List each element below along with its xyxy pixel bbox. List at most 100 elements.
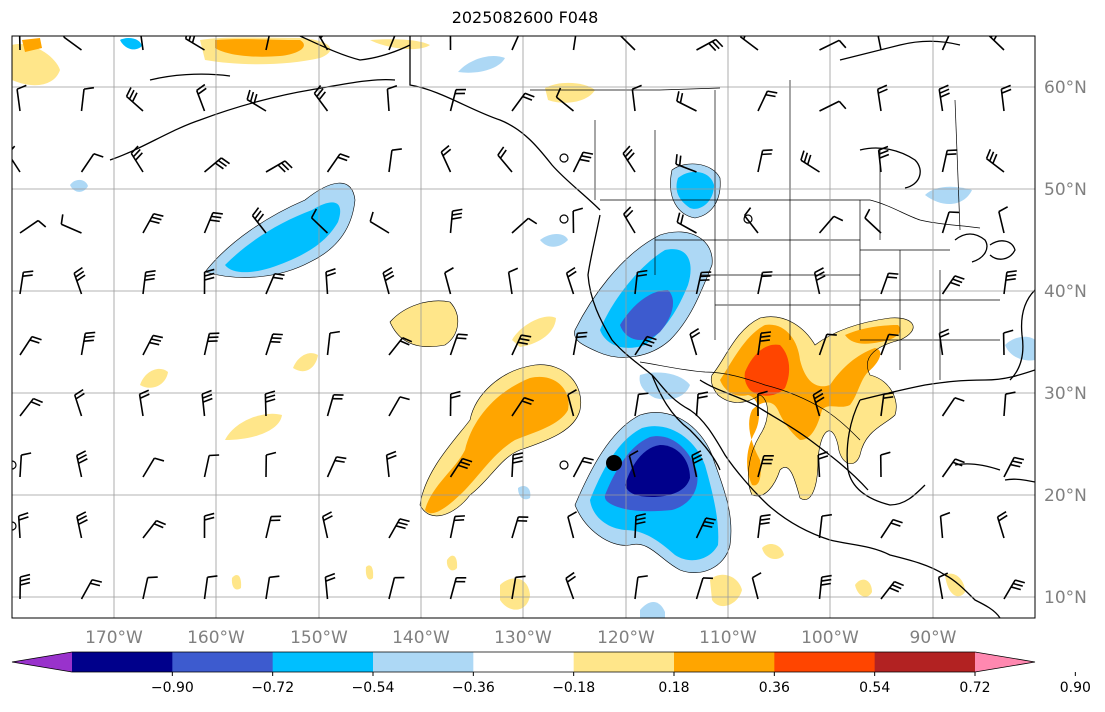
wind-barb xyxy=(818,513,832,539)
wind-barb xyxy=(325,268,336,295)
wind-barb xyxy=(449,457,473,478)
colorbar-tick-label: 0.18 xyxy=(658,680,689,696)
wind-barb xyxy=(691,450,703,478)
wind-barb xyxy=(696,38,724,52)
wind-barb xyxy=(321,511,333,539)
contour-fill-layer xyxy=(12,37,1035,618)
wind-barb xyxy=(203,268,215,295)
wind-barb xyxy=(634,335,657,356)
wind-barb xyxy=(511,516,529,539)
wind-barb xyxy=(16,84,27,112)
wind-barb xyxy=(818,574,832,600)
wind-barb xyxy=(634,392,649,417)
wind-barb xyxy=(676,91,697,112)
colorbar-tick-label: 0.90 xyxy=(1060,680,1091,696)
wind-barb xyxy=(619,36,636,51)
wind-barb xyxy=(386,85,398,112)
wind-barb xyxy=(201,389,213,417)
wind-barb xyxy=(12,145,21,173)
wind-barb xyxy=(246,89,267,112)
wind-barb xyxy=(265,575,280,600)
wind-barb xyxy=(1003,270,1017,295)
wind-barb xyxy=(1002,329,1014,356)
wind-barb xyxy=(676,212,697,234)
lon-label: 160°W xyxy=(187,628,245,648)
latitude-labels: 60°N 50°N 40°N 30°N 20°N 10°N xyxy=(1044,78,1087,608)
calm-circle xyxy=(559,214,569,224)
lon-label: 110°W xyxy=(699,628,757,648)
wind-barb xyxy=(879,451,891,478)
colorbar-segment xyxy=(874,652,976,672)
wind-barb xyxy=(880,392,894,417)
wind-barb xyxy=(623,206,636,234)
wind-barb xyxy=(938,84,950,112)
longitude-labels: 170°W 160°W 150°W 140°W 130°W 120°W 110°… xyxy=(85,628,957,648)
wind-barb xyxy=(812,389,825,417)
wind-barb xyxy=(310,208,329,234)
colorbar-tick-label: −0.72 xyxy=(251,680,294,696)
wind-barb xyxy=(695,517,716,539)
wind-barb xyxy=(757,390,768,417)
colorbar-tick-label: −0.18 xyxy=(552,680,595,696)
colorbar-segment xyxy=(272,652,374,672)
colorbar-tick-label: −0.54 xyxy=(352,680,395,696)
wind-barb xyxy=(565,266,577,295)
wind-barb xyxy=(572,207,584,234)
lon-label: 90°W xyxy=(910,628,957,648)
wind-barb xyxy=(62,36,82,51)
wind-barb xyxy=(265,333,283,356)
wind-barb xyxy=(572,331,588,356)
wind-barb xyxy=(622,145,636,173)
wind-barb xyxy=(76,511,88,539)
wind-barb xyxy=(19,452,32,478)
wind-barb xyxy=(388,148,402,173)
wind-barb xyxy=(140,36,144,51)
wind-barb xyxy=(265,272,285,295)
wind-barb xyxy=(80,578,103,600)
wind-barb xyxy=(80,331,96,356)
wind-barb xyxy=(449,333,468,356)
wind-barb xyxy=(449,36,452,51)
wind-barb xyxy=(998,206,1009,234)
wind-barb xyxy=(511,575,526,600)
wind-barb xyxy=(941,149,958,173)
wind-barb xyxy=(818,333,837,356)
wind-barb xyxy=(941,397,965,417)
lat-label: 50°N xyxy=(1044,180,1087,200)
wind-barb xyxy=(876,84,888,112)
wind-barb xyxy=(937,572,949,600)
lon-label: 130°W xyxy=(494,628,552,648)
wind-barb xyxy=(265,160,293,173)
wind-barb xyxy=(73,388,85,417)
wind-barb xyxy=(695,271,712,295)
wind-barb xyxy=(264,390,276,417)
wind-barb xyxy=(318,36,329,51)
wind-barb xyxy=(449,515,465,539)
wind-barb xyxy=(511,36,520,51)
wind-barb xyxy=(382,267,395,295)
wind-barb xyxy=(142,519,166,539)
wind-barb xyxy=(567,389,577,417)
wind-barb xyxy=(880,518,903,539)
wind-barb xyxy=(313,85,329,112)
political-borders xyxy=(409,36,1000,441)
wind-barb xyxy=(941,36,950,51)
wind-barb xyxy=(751,572,762,600)
wind-barb xyxy=(985,149,1005,173)
storm-center-marker xyxy=(606,455,622,471)
wind-barb xyxy=(326,153,350,173)
wind-barb xyxy=(142,334,164,356)
colorbar-extend-low xyxy=(12,652,72,672)
wind-barb xyxy=(757,454,774,478)
colorbar-tick-label: 0.36 xyxy=(759,680,790,696)
lon-label: 150°W xyxy=(290,628,348,648)
wind-barb xyxy=(864,208,882,234)
colorbar-tick-label: 0.54 xyxy=(859,680,890,696)
wind-barb xyxy=(555,87,575,112)
wind-barb xyxy=(19,573,31,600)
wind-barb xyxy=(938,328,950,356)
wind-barb xyxy=(757,90,778,112)
colorbar-segment xyxy=(373,652,474,672)
wind-barb xyxy=(880,333,899,356)
wind-barb xyxy=(125,87,144,112)
